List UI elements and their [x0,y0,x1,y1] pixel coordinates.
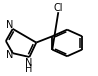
Text: H: H [25,64,33,74]
Text: Cl: Cl [54,3,63,13]
Text: N: N [6,20,13,30]
Text: N: N [25,58,33,68]
Text: N: N [6,50,13,60]
